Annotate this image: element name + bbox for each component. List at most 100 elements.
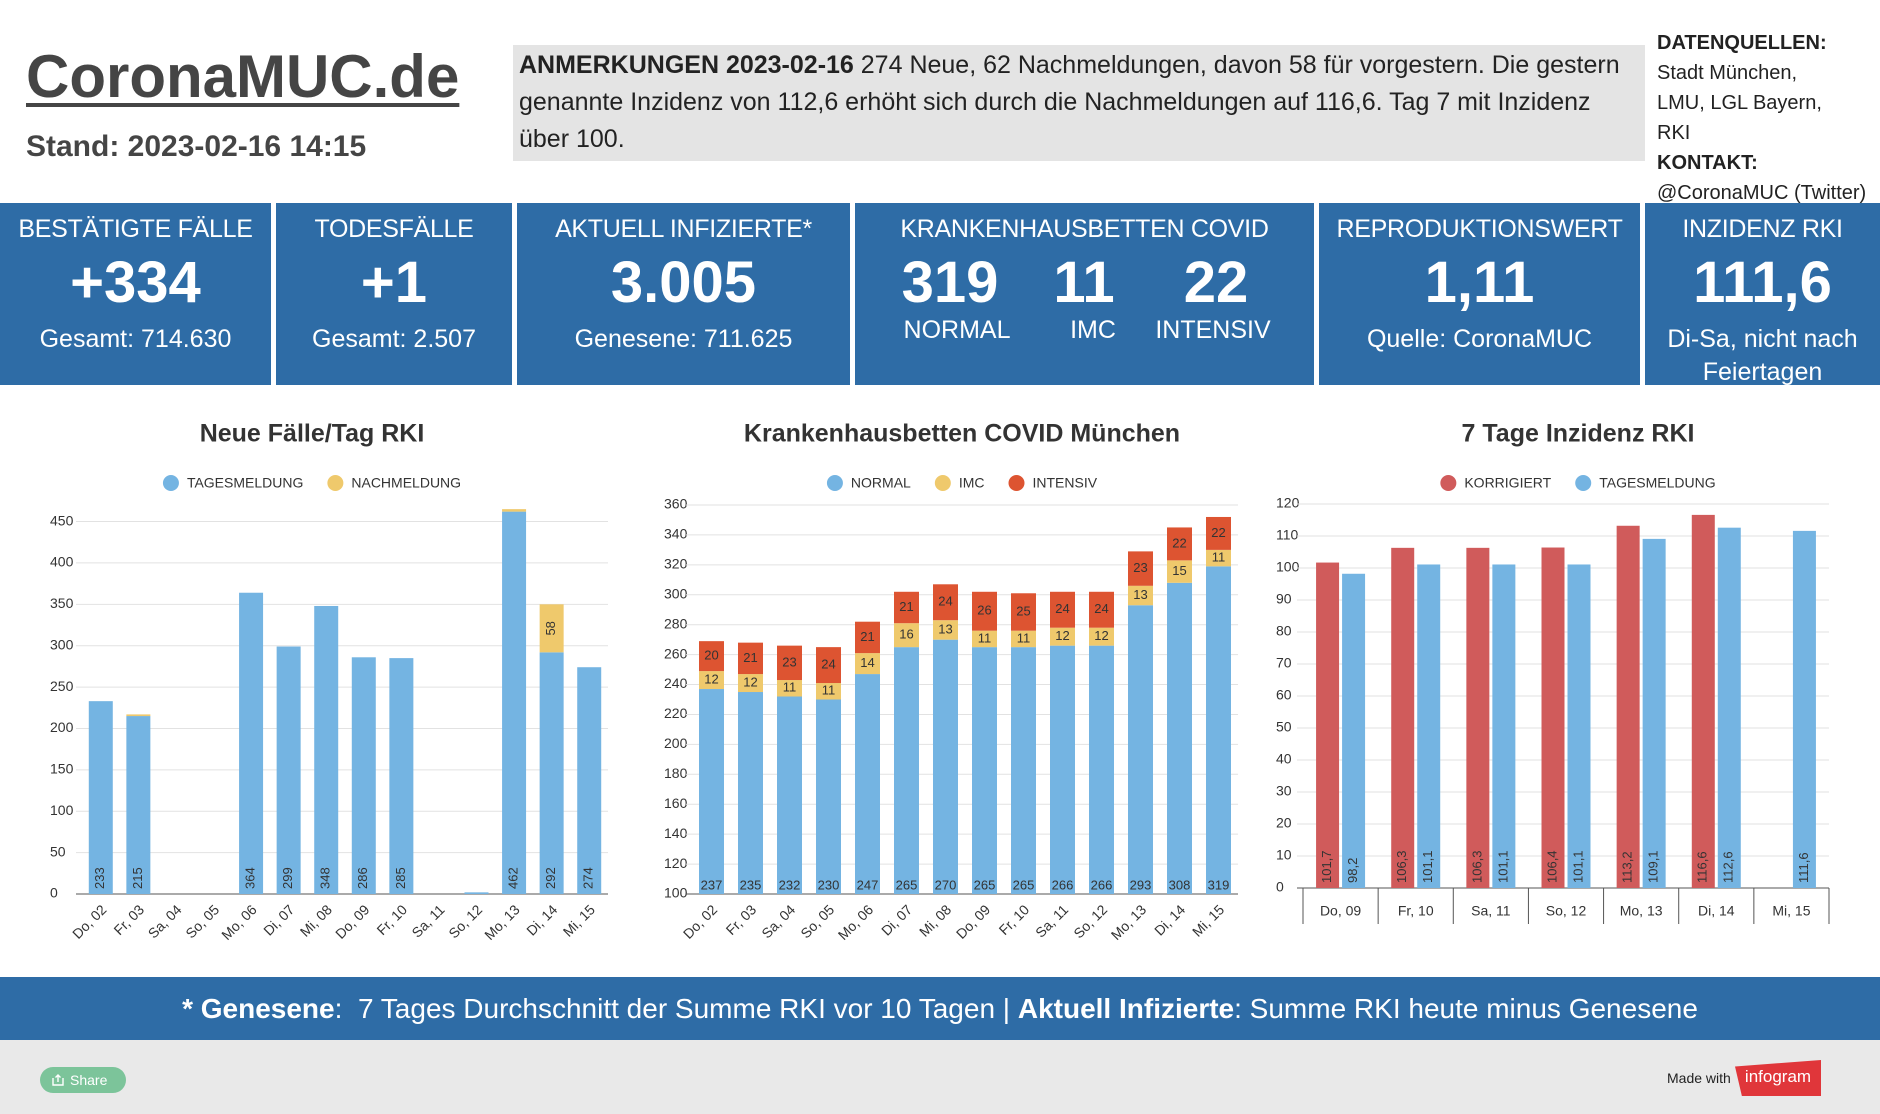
- x-tick-label: So, 12: [445, 901, 485, 941]
- y-tick-label: 100: [1276, 559, 1300, 575]
- y-tick-label: 160: [664, 795, 688, 811]
- charts: Neue Fälle/Tag RKI TAGESMELDUNG NACHMELDUN…: [50, 420, 1830, 943]
- value-label: 15: [1172, 563, 1186, 578]
- legend-marker: [1575, 475, 1592, 491]
- bar: [777, 645, 802, 681]
- bar: [126, 716, 151, 894]
- value-label: 21: [743, 650, 757, 665]
- bar: [933, 620, 958, 640]
- x-tick-label: Sa, 11: [1471, 903, 1511, 919]
- bar: [126, 714, 151, 717]
- kpi-value: 1,11: [1424, 250, 1535, 315]
- x-tick-label: Sa, 11: [1032, 901, 1071, 940]
- bar: [239, 592, 264, 894]
- kpi-sub: Gesamt: 2.507: [312, 325, 476, 353]
- value-label: 111,6: [1796, 852, 1811, 883]
- y-tick-label: 80: [1276, 623, 1292, 639]
- contact-heading: KONTAKT:: [1657, 152, 1758, 174]
- value-label: 232: [779, 877, 801, 892]
- y-tick-label: 110: [1276, 527, 1299, 543]
- value-label: 12: [1055, 628, 1069, 643]
- bar: [972, 630, 997, 648]
- bar: [577, 667, 602, 894]
- legend-marker: [934, 475, 951, 491]
- brand-logo[interactable]: infogram: [1735, 1060, 1821, 1096]
- bar: [1616, 525, 1640, 888]
- kpi-title: REPRODUKTIONSWERT: [1336, 215, 1623, 243]
- x-tick-label: Mo, 06: [835, 901, 877, 943]
- kpi-sub: Di-Sa, nicht nach Feiertagen: [1667, 325, 1858, 386]
- bottom-bar: Share Made with infogram: [0, 1040, 1880, 1114]
- y-tick-label: 140: [664, 825, 688, 841]
- kpi-value: 11: [1053, 250, 1115, 315]
- bar: [1391, 547, 1415, 888]
- x-tick-label: So, 05: [182, 901, 222, 941]
- kpi-sub: Genesene: 711.625: [574, 325, 793, 353]
- value-label: 22: [1211, 525, 1225, 540]
- bar: [1167, 582, 1192, 894]
- value-label: 364: [243, 867, 258, 889]
- value-label: 101,1: [1420, 850, 1435, 883]
- kpi-sub: Quelle: CoronaMUC: [1366, 325, 1593, 353]
- bar: [1167, 527, 1192, 561]
- x-tick-label: Mo, 13: [1108, 901, 1150, 943]
- y-tick-label: 400: [50, 554, 74, 570]
- bar: [972, 647, 997, 894]
- value-label: 23: [1133, 560, 1147, 575]
- bar: [894, 647, 919, 894]
- legend-label: IMC: [959, 475, 985, 491]
- y-tick-label: 150: [50, 761, 74, 777]
- notes-text: 274 Neue, 62 Nachmeldungen, davon 58 für…: [519, 51, 1620, 153]
- chart-title: 7 Tage Inzidenz RKI: [1462, 420, 1695, 448]
- contact-text: @CoronaMUC (Twitter): [1657, 182, 1867, 204]
- legend-label: KORRIGIERT: [1464, 475, 1551, 491]
- value-label: 98,2: [1345, 858, 1360, 883]
- value-label: 22: [1172, 535, 1186, 550]
- bar: [1050, 627, 1075, 646]
- value-label: 58: [543, 621, 558, 635]
- footnote-term: * Genesene: [182, 993, 335, 1024]
- x-tick-label: Sa, 04: [758, 901, 798, 941]
- share-icon: [52, 1074, 64, 1086]
- value-label: 23: [782, 654, 796, 669]
- bar: [351, 657, 376, 894]
- kpi-value: +1: [360, 250, 428, 315]
- bar: [972, 591, 997, 631]
- bar: [1691, 514, 1715, 888]
- legend-label: INTENSIV: [1033, 475, 1098, 491]
- value-label: 230: [818, 877, 840, 892]
- y-tick-label: 320: [664, 556, 688, 572]
- value-label: 265: [896, 877, 918, 892]
- kpi-title: BESTÄTIGTE FÄLLE: [18, 215, 253, 243]
- value-label: 348: [318, 867, 333, 889]
- y-tick-label: 20: [1276, 815, 1292, 831]
- x-tick-label: Do, 02: [680, 901, 721, 942]
- value-label: 106,3: [1469, 850, 1484, 883]
- kpi-title: KRANKENHAUSBETTEN COVID: [900, 215, 1269, 243]
- y-tick-label: 350: [50, 595, 74, 611]
- share-button[interactable]: Share: [40, 1067, 126, 1093]
- bar: [1128, 551, 1153, 586]
- footnote-text: : 7 Tages Durchschnitt der Summe RKI vor…: [334, 993, 1018, 1024]
- value-label: 292: [543, 867, 558, 889]
- value-label: 12: [704, 671, 718, 686]
- y-tick-label: 200: [664, 735, 688, 751]
- bar: [1567, 564, 1591, 888]
- y-tick-label: 240: [664, 675, 688, 691]
- bar: [539, 604, 564, 653]
- bar: [1050, 591, 1075, 628]
- value-label: 112,6: [1721, 851, 1736, 883]
- bar: [539, 652, 564, 894]
- sources: DATENQUELLEN: Stadt München, LMU, LGL Ba…: [1657, 28, 1866, 208]
- bar: [816, 683, 841, 700]
- bar: [855, 674, 880, 894]
- bar: [502, 511, 527, 894]
- x-tick-label: Di, 14: [1698, 903, 1735, 919]
- y-tick-label: 0: [50, 885, 58, 901]
- value-label: 20: [704, 648, 718, 663]
- bar: [1206, 549, 1231, 567]
- y-tick-label: 100: [664, 885, 688, 901]
- footnote-term: Aktuell Infizierte: [1017, 993, 1235, 1024]
- x-tick-label: Mi, 15: [1772, 903, 1810, 919]
